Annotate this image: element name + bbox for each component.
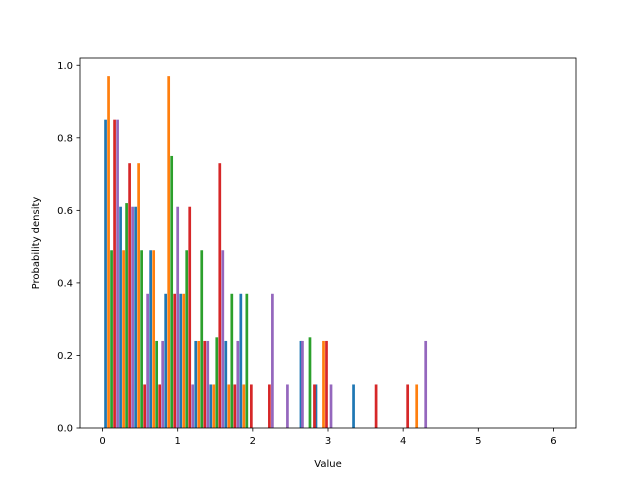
bar-series-1-bin-1 — [104, 119, 107, 429]
bar-series-5-bin-9 — [236, 340, 240, 428]
bar-series-1-bin-2 — [119, 206, 122, 428]
bar-series-2-bin-2 — [122, 250, 125, 428]
bar-series-4-bin-15 — [406, 384, 410, 428]
x-tick-label: 2 — [250, 436, 256, 447]
bar-series-3-bin-4 — [155, 340, 159, 428]
y-tick-label: 0.4 — [57, 278, 73, 289]
bar-series-4-bin-7 — [203, 340, 207, 428]
bar-series-5-bin-6 — [191, 384, 195, 428]
bar-series-1-bin-3 — [134, 206, 137, 428]
bar-series-5-bin-7 — [206, 340, 210, 428]
bar-series-5-bin-4 — [161, 340, 165, 428]
x-tick-label: 6 — [550, 436, 556, 447]
bar-series-3-bin-9 — [230, 293, 234, 428]
bar-series-4-bin-8 — [218, 163, 222, 428]
bar-series-1-bin-13 — [352, 384, 355, 428]
y-tick-label: 0.8 — [57, 133, 73, 144]
plot-frame — [79, 57, 577, 429]
bar-series-2-bin-4 — [152, 250, 156, 428]
bar-series-4-bin-5 — [173, 293, 177, 428]
bar-series-4-bin-10 — [249, 384, 253, 428]
bar-series-1-bin-4 — [149, 250, 152, 428]
bar-series-5-bin-8 — [221, 250, 225, 428]
bar-series-1-bin-7 — [194, 340, 198, 428]
bar-series-4-bin-3 — [143, 384, 146, 428]
bar-series-5-bin-1 — [116, 119, 119, 429]
bar-series-2-bin-6 — [182, 293, 186, 428]
bar-series-4-bin-9 — [233, 384, 237, 428]
bar-series-3-bin-11 — [308, 337, 312, 428]
y-tick-label: 1.0 — [57, 61, 73, 72]
y-tick-label: 0.6 — [57, 206, 73, 217]
bar-series-3-bin-8 — [215, 337, 219, 428]
bar-series-4-bin-14 — [374, 384, 378, 428]
y-axis-label: Probability density — [31, 197, 42, 290]
bar-series-4-bin-13 — [325, 340, 328, 428]
bar-series-2-bin-5 — [167, 76, 171, 428]
y-tick-label: 0.2 — [57, 351, 73, 362]
bar-series-1-bin-6 — [179, 293, 183, 428]
bar-series-4-bin-11 — [268, 384, 271, 428]
bar-series-5-bin-2 — [131, 206, 134, 428]
bar-series-1-bin-10 — [239, 293, 243, 428]
bar-series-5-bin-11 — [286, 384, 289, 428]
bar-series-1-bin-5 — [164, 293, 168, 428]
bar-series-5-bin-14 — [424, 340, 428, 428]
bar-series-3-bin-10 — [245, 293, 249, 428]
x-tick-label: 5 — [475, 436, 481, 447]
bars-group — [104, 76, 428, 429]
x-tick-label: 4 — [400, 436, 406, 447]
bar-series-3-bin-1 — [110, 250, 113, 428]
bar-series-5-bin-3 — [146, 293, 149, 428]
bar-series-3-bin-7 — [200, 250, 204, 428]
bar-series-2-bin-11 — [322, 340, 325, 428]
bar-series-2-bin-9 — [227, 384, 231, 428]
x-tick-label: 0 — [99, 436, 105, 447]
bar-series-3-bin-5 — [170, 155, 174, 428]
bar-series-2-bin-3 — [137, 163, 140, 428]
bar-series-2-bin-7 — [197, 340, 201, 428]
bar-series-5-bin-5 — [176, 206, 180, 428]
bar-series-2-bin-10 — [242, 384, 246, 428]
bar-series-2-bin-1 — [107, 76, 110, 428]
bar-series-4-bin-4 — [158, 384, 162, 428]
bar-series-2-bin-8 — [212, 384, 216, 428]
bar-series-4-bin-6 — [188, 206, 192, 428]
bar-series-5-bin-10 — [271, 293, 274, 428]
bar-series-2-bin-12 — [415, 384, 419, 428]
x-tick-label: 1 — [175, 436, 181, 447]
bar-series-1-bin-8 — [209, 384, 213, 428]
x-axis-label: Value — [314, 459, 341, 470]
bar-series-1-bin-11 — [299, 340, 303, 428]
bar-series-4-bin-2 — [128, 163, 131, 428]
bar-series-3-bin-2 — [125, 203, 128, 428]
x-tick-label: 3 — [325, 436, 331, 447]
bar-series-1-bin-9 — [224, 340, 228, 428]
bar-series-4-bin-1 — [113, 119, 116, 429]
bar-series-3-bin-3 — [140, 250, 143, 428]
bar-series-5-bin-13 — [329, 384, 333, 428]
bar-series-4-bin-12 — [313, 384, 316, 428]
bar-series-1-bin-12 — [314, 384, 318, 428]
y-tick-label: 0.0 — [57, 424, 73, 435]
bar-series-5-bin-12 — [301, 340, 304, 428]
bar-series-3-bin-6 — [185, 250, 189, 428]
ticks-group: 0 1 2 3 4 5 6 0.0 0.2 0.4 0.6 0.8 1.0 — [57, 61, 557, 447]
